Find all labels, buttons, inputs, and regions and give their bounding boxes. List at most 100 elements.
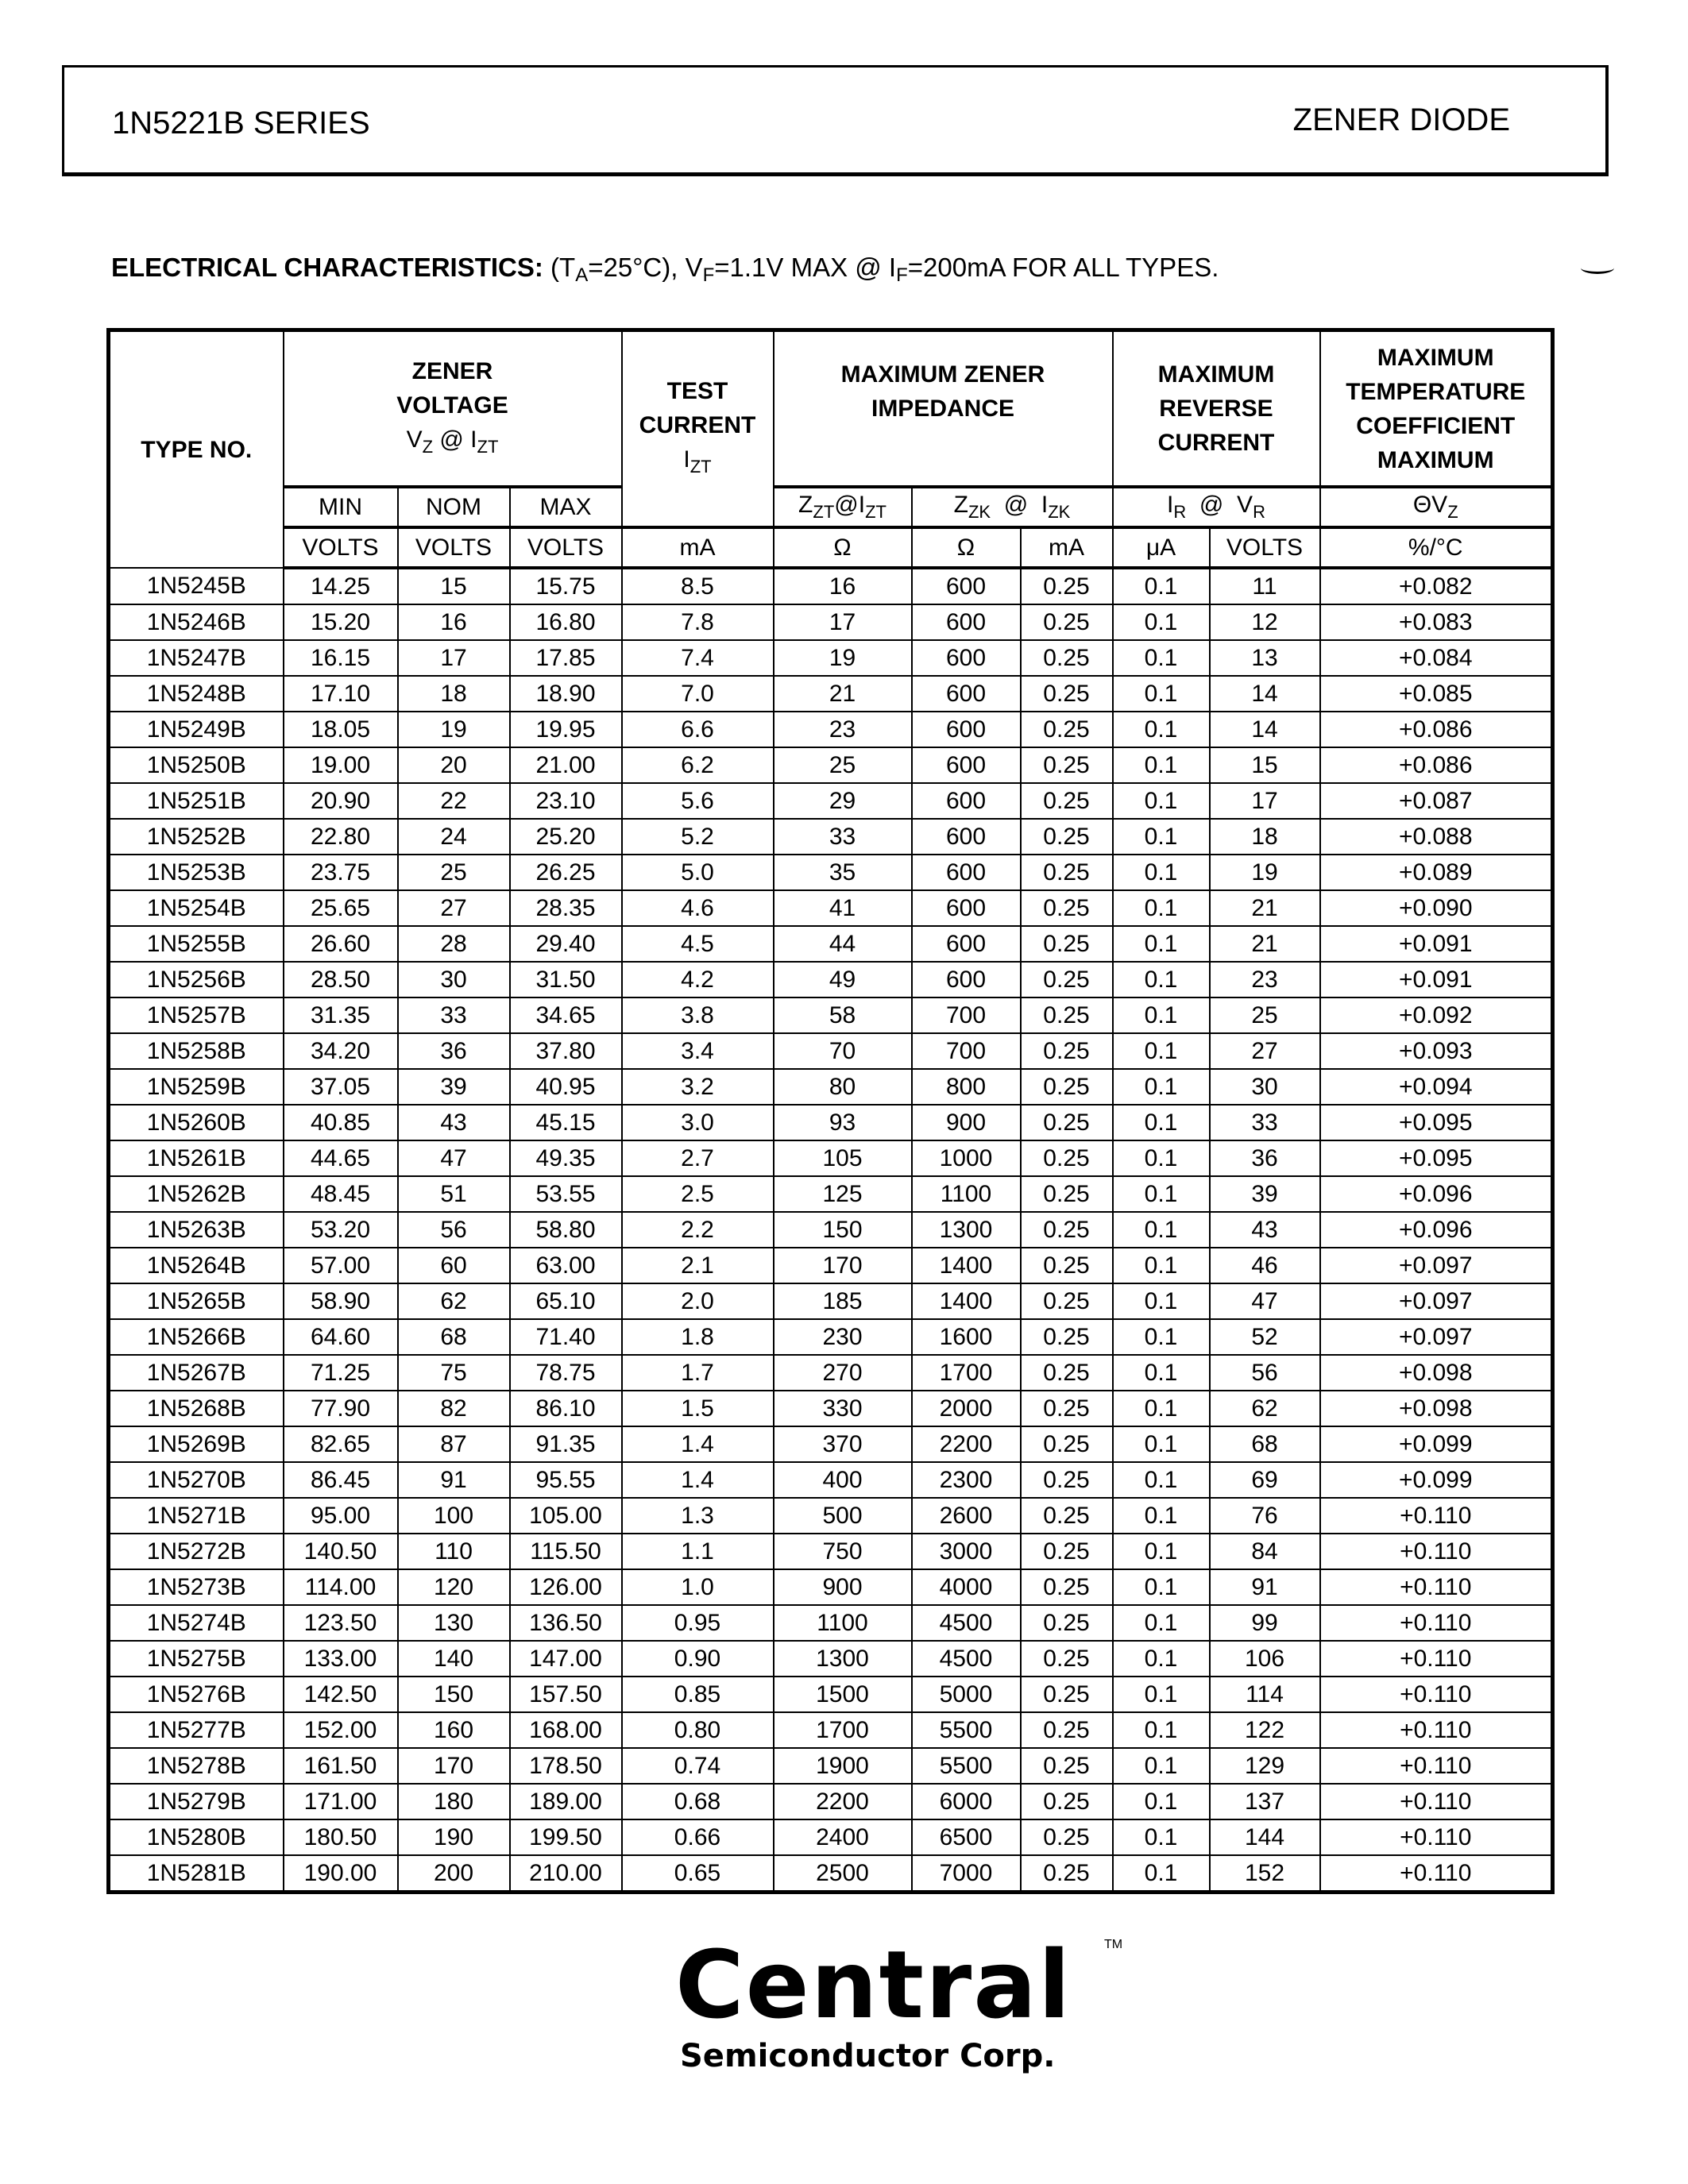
type-no-cell: 1N5267B xyxy=(107,1354,284,1391)
value-cell: 190 xyxy=(396,1819,511,1856)
type-no-cell: 1N5254B xyxy=(107,889,284,927)
value-cell: 5000 xyxy=(910,1676,1022,1713)
type-no-cell: 1N5264B xyxy=(107,1247,284,1284)
value-cell: 900 xyxy=(910,1104,1022,1141)
value-cell: 200 xyxy=(396,1854,511,1893)
value-cell: 0.1 xyxy=(1111,997,1211,1034)
value-cell: 30 xyxy=(1208,1068,1321,1106)
subscript: ZK xyxy=(968,502,991,522)
value-cell: 1.5 xyxy=(620,1390,774,1427)
header-theta-vz: ΘVZ xyxy=(1319,485,1554,528)
header-min: MIN xyxy=(282,485,399,528)
value-cell: 0.65 xyxy=(620,1854,774,1893)
value-cell: 18.05 xyxy=(282,711,399,748)
value-cell: 168.00 xyxy=(508,1711,623,1749)
type-no-cell: 1N5272B xyxy=(107,1533,284,1570)
value-cell: 4.6 xyxy=(620,889,774,927)
value-cell: 21 xyxy=(772,675,913,712)
value-cell: 17.85 xyxy=(508,639,623,677)
table-row: 1N5251B 20.90 22 23.10 5.6 29 600 0.25 0.1 17 +0.0… xyxy=(107,782,1554,820)
value-cell: 27 xyxy=(396,889,511,927)
value-cell: 140 xyxy=(396,1640,511,1677)
header-zzk: ZZK @ IZK xyxy=(910,485,1114,528)
value-cell: 49 xyxy=(772,961,913,998)
value-cell: 0.25 xyxy=(1019,1068,1114,1106)
value-cell: 23.75 xyxy=(282,854,399,891)
value-cell: 152.00 xyxy=(282,1711,399,1749)
type-no-cell: 1N5260B xyxy=(107,1104,284,1141)
value-cell: 25 xyxy=(1208,997,1321,1034)
value-cell: 370 xyxy=(772,1426,913,1463)
value-cell: 140.50 xyxy=(282,1533,399,1570)
value-cell: 0.25 xyxy=(1019,1140,1114,1177)
value-cell: 1700 xyxy=(772,1711,913,1749)
value-cell: 0.1 xyxy=(1111,818,1211,855)
type-no-cell: 1N5275B xyxy=(107,1640,284,1677)
value-cell: 25.20 xyxy=(508,818,623,855)
value-cell: 44.65 xyxy=(282,1140,399,1177)
type-no-cell: 1N5250B xyxy=(107,747,284,784)
value-cell: 2.0 xyxy=(620,1283,774,1320)
unit-cell: VOLTS xyxy=(282,526,399,569)
value-cell: 17 xyxy=(772,604,913,641)
value-cell: 330 xyxy=(772,1390,913,1427)
value-cell: 2300 xyxy=(910,1461,1022,1499)
value-cell: 23 xyxy=(1208,961,1321,998)
subscript: ZT xyxy=(865,502,886,522)
value-cell: 185 xyxy=(772,1283,913,1320)
symbol: I xyxy=(683,446,690,473)
value-cell: 0.25 xyxy=(1019,925,1114,963)
unit-cell: %/°C xyxy=(1319,526,1554,569)
value-cell: 1400 xyxy=(910,1283,1022,1320)
value-cell: 0.74 xyxy=(620,1747,774,1785)
value-cell: 91.35 xyxy=(508,1426,623,1463)
value-cell: 700 xyxy=(910,997,1022,1034)
value-cell: 37.05 xyxy=(282,1068,399,1106)
value-cell: 19.95 xyxy=(508,711,623,748)
value-cell: 18.90 xyxy=(508,675,623,712)
value-cell: 14.25 xyxy=(282,567,399,605)
value-cell: +0.085 xyxy=(1319,675,1554,712)
type-no-cell: 1N5278B xyxy=(107,1747,284,1785)
value-cell: 0.25 xyxy=(1019,1032,1114,1070)
value-cell: 58.80 xyxy=(508,1211,623,1248)
value-cell: 142.50 xyxy=(282,1676,399,1713)
value-cell: +0.110 xyxy=(1319,1533,1554,1570)
value-cell: 0.1 xyxy=(1111,1676,1211,1713)
value-cell: 5500 xyxy=(910,1747,1022,1785)
value-cell: 56 xyxy=(396,1211,511,1248)
value-cell: 0.1 xyxy=(1111,1604,1211,1642)
value-cell: 0.1 xyxy=(1111,711,1211,748)
type-no-cell: 1N5269B xyxy=(107,1426,284,1463)
value-cell: 0.1 xyxy=(1111,1747,1211,1785)
header-line: CURRENT xyxy=(639,412,756,438)
value-cell: 58 xyxy=(772,997,913,1034)
value-cell: 34.20 xyxy=(282,1032,399,1070)
value-cell: 110 xyxy=(396,1533,511,1570)
table-row: 1N5254B 25.65 27 28.35 4.6 41 600 0.25 0.1 21 +0.0… xyxy=(107,889,1554,927)
value-cell: 6500 xyxy=(910,1819,1022,1856)
value-cell: 5500 xyxy=(910,1711,1022,1749)
value-cell: 600 xyxy=(910,675,1022,712)
value-cell: +0.098 xyxy=(1319,1354,1554,1391)
type-no-cell: 1N5265B xyxy=(107,1283,284,1320)
value-cell: 0.25 xyxy=(1019,1461,1114,1499)
value-cell: 99 xyxy=(1208,1604,1321,1642)
value-cell: 53.20 xyxy=(282,1211,399,1248)
symbol: ΘV xyxy=(1412,492,1448,518)
value-cell: 133.00 xyxy=(282,1640,399,1677)
value-cell: 7.0 xyxy=(620,675,774,712)
table-row: 1N5249B 18.05 19 19.95 6.6 23 600 0.25 0.1 14 +0.0… xyxy=(107,711,1554,748)
value-cell: 26.60 xyxy=(282,925,399,963)
header-line: MAXIMUM xyxy=(1377,446,1494,473)
subscript: A xyxy=(575,264,589,286)
value-cell: 76 xyxy=(1208,1497,1321,1534)
value-cell: 0.25 xyxy=(1019,747,1114,784)
value-cell: 7.4 xyxy=(620,639,774,677)
value-cell: 100 xyxy=(396,1497,511,1534)
value-cell: 0.1 xyxy=(1111,854,1211,891)
value-cell: 86.45 xyxy=(282,1461,399,1499)
value-cell: 3.8 xyxy=(620,997,774,1034)
value-cell: 68 xyxy=(396,1318,511,1356)
value-cell: +0.110 xyxy=(1319,1569,1554,1606)
